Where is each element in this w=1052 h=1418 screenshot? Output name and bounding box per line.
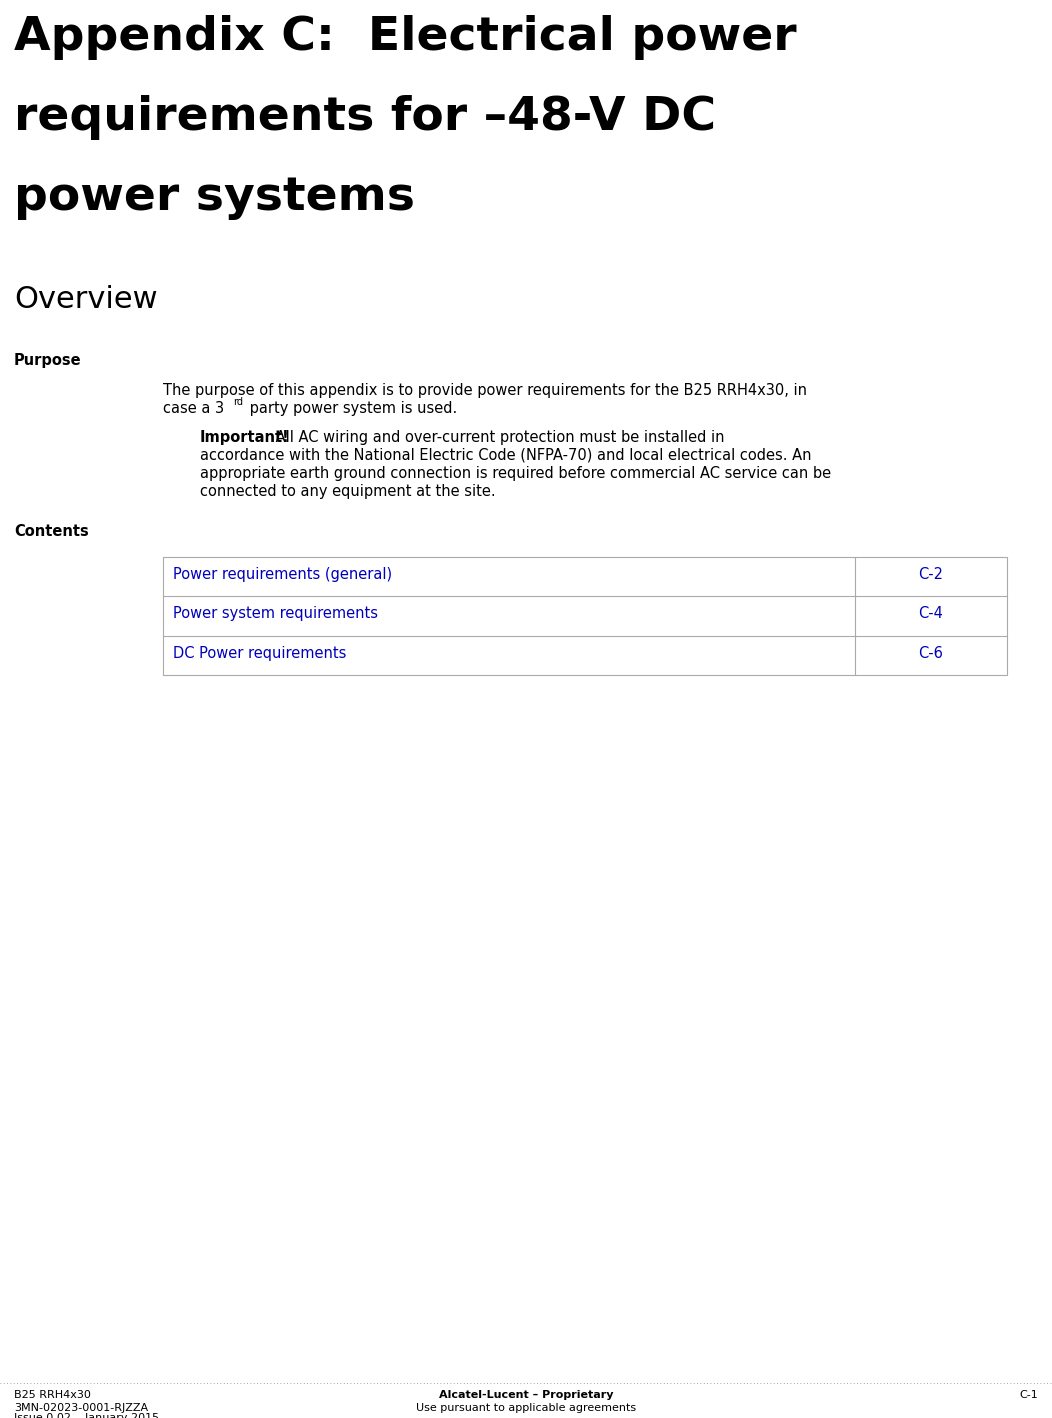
Text: 3MN-02023-0001-RJZZA: 3MN-02023-0001-RJZZA xyxy=(14,1402,148,1412)
Text: Contents: Contents xyxy=(14,525,88,539)
Bar xyxy=(163,557,1007,675)
Text: DC Power requirements: DC Power requirements xyxy=(173,645,346,661)
Text: C-6: C-6 xyxy=(918,645,944,661)
Text: Overview: Overview xyxy=(14,285,158,313)
Text: party power system is used.: party power system is used. xyxy=(245,401,458,415)
Text: C-4: C-4 xyxy=(918,607,944,621)
Text: Use pursuant to applicable agreements: Use pursuant to applicable agreements xyxy=(416,1402,636,1412)
Text: Important!: Important! xyxy=(200,430,289,445)
Text: Alcatel-Lucent – Proprietary: Alcatel-Lucent – Proprietary xyxy=(439,1390,613,1400)
Text: B25 RRH4x30: B25 RRH4x30 xyxy=(14,1390,90,1400)
Text: appropriate earth ground connection is required before commercial AC service can: appropriate earth ground connection is r… xyxy=(200,467,831,481)
Text: Power system requirements: Power system requirements xyxy=(173,607,378,621)
Text: connected to any equipment at the site.: connected to any equipment at the site. xyxy=(200,484,495,499)
Text: All AC wiring and over-current protection must be installed in: All AC wiring and over-current protectio… xyxy=(271,430,725,445)
Text: case a 3: case a 3 xyxy=(163,401,224,415)
Text: accordance with the National Electric Code (NFPA-70) and local electrical codes.: accordance with the National Electric Co… xyxy=(200,448,811,464)
Text: Power requirements (general): Power requirements (general) xyxy=(173,567,392,581)
Text: Issue 0.02    January 2015: Issue 0.02 January 2015 xyxy=(14,1412,159,1418)
Text: C-2: C-2 xyxy=(918,567,944,581)
Text: The purpose of this appendix is to provide power requirements for the B25 RRH4x3: The purpose of this appendix is to provi… xyxy=(163,383,807,398)
Text: rd: rd xyxy=(232,397,243,407)
Text: requirements for –48-V DC: requirements for –48-V DC xyxy=(14,95,716,140)
Text: C-1: C-1 xyxy=(1019,1390,1038,1400)
Text: Purpose: Purpose xyxy=(14,353,82,369)
Text: Appendix C:  Electrical power: Appendix C: Electrical power xyxy=(14,16,796,60)
Text: power systems: power systems xyxy=(14,174,414,220)
